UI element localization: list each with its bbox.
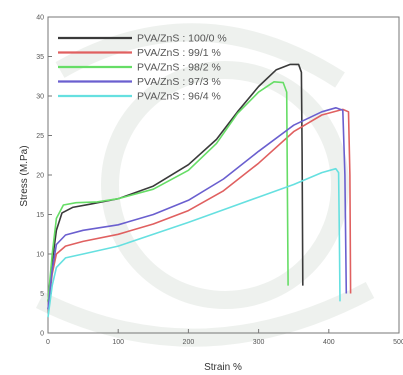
series-line-2 (47, 108, 352, 310)
legend-label-5: PVA/ZnS : 96/4 % (137, 91, 221, 103)
y-tick-label: 20 (36, 173, 44, 180)
series-line-3 (47, 81, 289, 302)
series-line-5 (47, 167, 341, 318)
x-axis-ticks: 0 100 200 300 400 500 (46, 329, 403, 346)
y-tick-label: 15 (36, 212, 44, 219)
y-tick-label: 35 (36, 54, 44, 61)
y-axis-ticks: 0 5 10 15 20 25 30 35 40 (36, 15, 52, 338)
legend: PVA/ZnS : 100/0 % PVA/ZnS : 99/1 % PVA/ZnS… (58, 33, 227, 103)
y-tick-label: 10 (36, 252, 44, 259)
series-line-1 (47, 63, 304, 302)
series-line-4 (47, 107, 348, 310)
x-tick-label: 0 (46, 339, 50, 346)
y-tick-label: 30 (36, 94, 44, 101)
y-tick-label: 5 (40, 291, 44, 298)
y-tick-label: 0 (40, 331, 44, 338)
x-tick-label: 500 (393, 339, 403, 346)
x-tick-label: 400 (323, 339, 335, 346)
legend-label-1: PVA/ZnS : 100/0 % (137, 33, 227, 45)
x-tick-label: 300 (253, 339, 265, 346)
y-tick-label: 40 (36, 15, 44, 22)
legend-label-3: PVA/ZnS : 98/2 % (137, 62, 221, 74)
x-tick-label: 200 (183, 339, 195, 346)
legend-label-2: PVA/ZnS : 99/1 % (137, 47, 221, 59)
x-tick-label: 100 (112, 339, 124, 346)
y-axis-label: Stress (M.Pa) (19, 145, 30, 206)
legend-label-4: PVA/ZnS : 97/3 % (137, 76, 221, 88)
y-tick-label: 25 (36, 133, 44, 140)
series-lines (47, 63, 352, 318)
x-axis-label: Strain % (204, 362, 242, 373)
